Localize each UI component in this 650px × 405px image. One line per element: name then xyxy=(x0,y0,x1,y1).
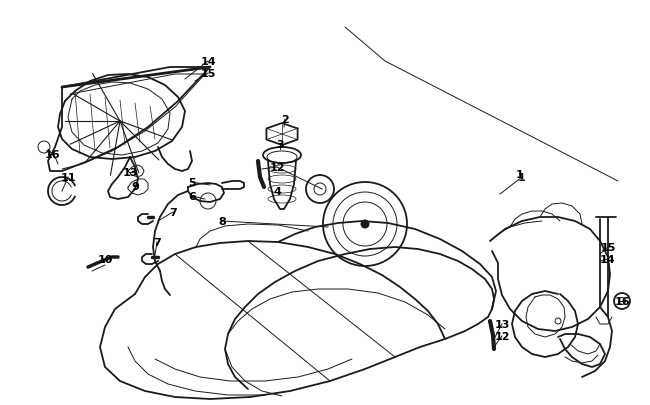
Text: 1: 1 xyxy=(516,170,524,179)
Text: 13: 13 xyxy=(122,168,138,177)
Circle shape xyxy=(361,220,369,228)
Text: 14: 14 xyxy=(600,254,616,264)
Text: 3: 3 xyxy=(276,140,284,149)
Text: 14: 14 xyxy=(200,57,216,67)
Text: 7: 7 xyxy=(153,237,161,247)
Text: 15: 15 xyxy=(601,243,616,252)
Text: 16: 16 xyxy=(615,296,630,306)
Text: 7: 7 xyxy=(169,207,177,217)
Text: 16: 16 xyxy=(44,149,60,160)
Text: 10: 10 xyxy=(98,254,112,264)
Text: 12: 12 xyxy=(494,331,510,341)
Text: 13: 13 xyxy=(494,319,510,329)
Text: 12: 12 xyxy=(269,162,285,173)
Text: 8: 8 xyxy=(218,216,226,226)
Text: 2: 2 xyxy=(281,115,289,125)
Text: 4: 4 xyxy=(273,187,281,196)
Text: 5: 5 xyxy=(188,177,196,188)
Text: 6: 6 xyxy=(188,192,196,202)
Text: 9: 9 xyxy=(131,181,139,192)
Text: 11: 11 xyxy=(60,173,76,183)
Text: 1: 1 xyxy=(518,173,526,183)
Text: 15: 15 xyxy=(200,69,216,79)
